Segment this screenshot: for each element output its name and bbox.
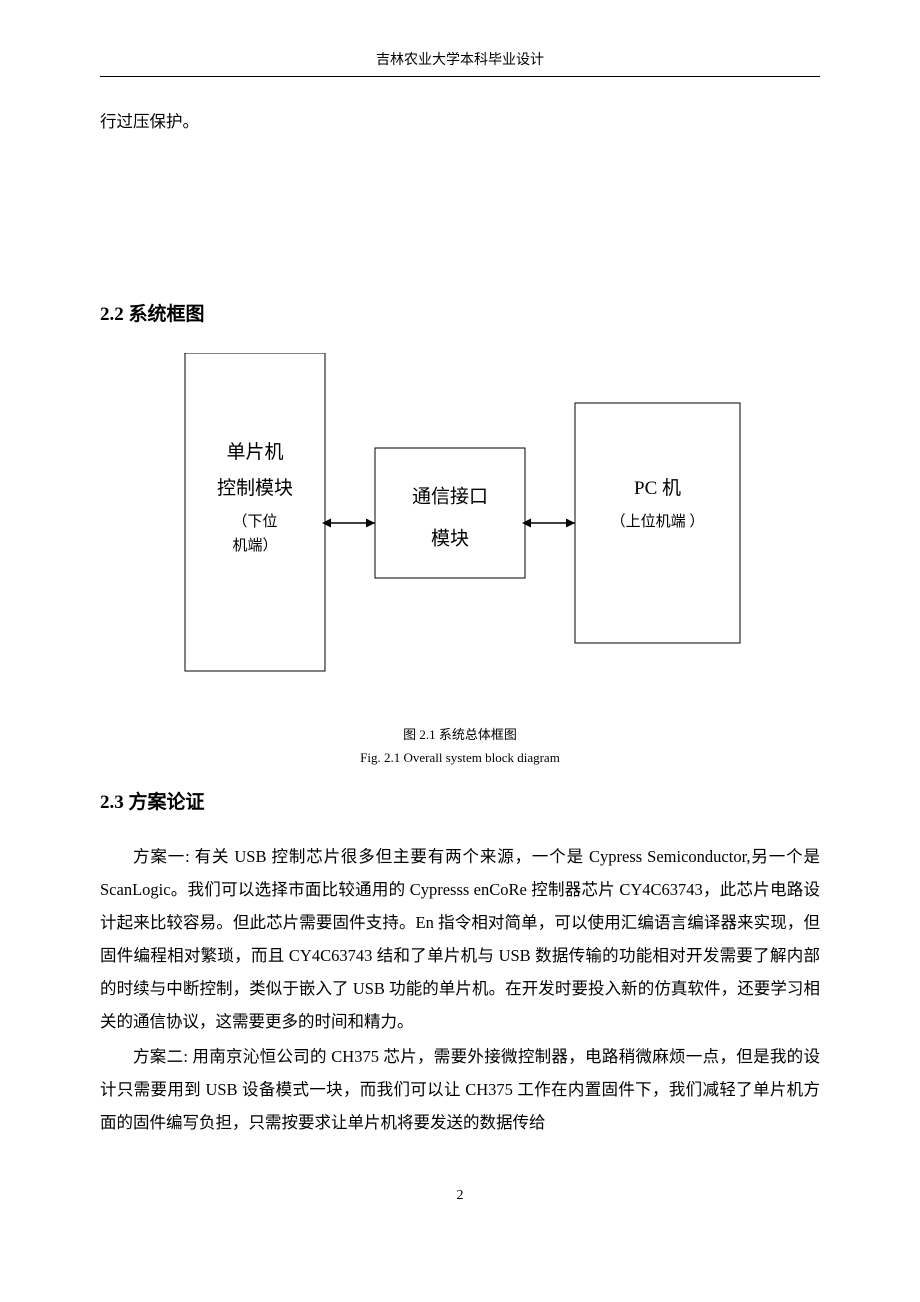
svg-text:通信接口: 通信接口 xyxy=(412,485,488,507)
figure-caption: 图 2.1 系统总体框图 Fig. 2.1 Overall system blo… xyxy=(100,723,820,770)
svg-text:PC 机: PC 机 xyxy=(634,477,681,499)
section-2-3-heading: 2.3 方案论证 xyxy=(100,788,820,818)
svg-text:机端）: 机端） xyxy=(232,537,277,554)
scheme-1-paragraph: 方案一: 有关 USB 控制芯片很多但主要有两个来源，一个是 Cypress S… xyxy=(100,840,820,1038)
svg-text:单片机: 单片机 xyxy=(226,441,283,463)
top-fragment-text: 行过压保护。 xyxy=(100,105,820,138)
svg-text:控制模块: 控制模块 xyxy=(217,477,293,499)
svg-text:（上位机端 ）: （上位机端 ） xyxy=(611,513,705,530)
section-2-2-heading: 2.2 系统框图 xyxy=(100,300,820,330)
scheme-2-paragraph: 方案二: 用南京沁恒公司的 CH375 芯片，需要外接微控制器，电路稍微麻烦一点… xyxy=(100,1040,820,1139)
system-block-diagram: 单片机控制模块 （下位机端） 通信接口模块 PC 机 （上位机端 ） xyxy=(100,353,820,683)
figure-caption-en: Fig. 2.1 Overall system block diagram xyxy=(100,746,820,769)
svg-text:模块: 模块 xyxy=(431,527,469,549)
running-header: 吉林农业大学本科毕业设计 xyxy=(100,50,820,77)
page-number: 2 xyxy=(100,1185,820,1207)
figure-caption-cn: 图 2.1 系统总体框图 xyxy=(100,723,820,746)
svg-text:（下位: （下位 xyxy=(232,513,277,530)
